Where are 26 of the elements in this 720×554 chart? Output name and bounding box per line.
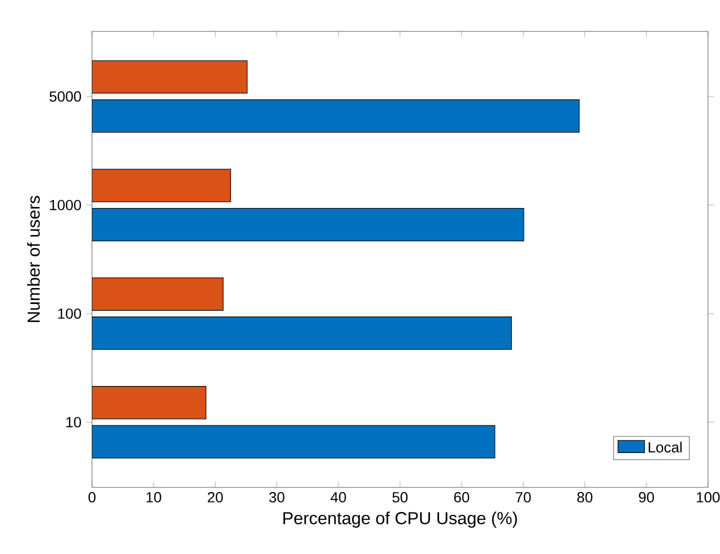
- x-tick-label: 50: [392, 492, 408, 502]
- bar: [92, 386, 206, 420]
- x-tick-label: 80: [577, 492, 592, 502]
- x-tick-label: 70: [516, 492, 531, 502]
- x-tick-label: 60: [454, 492, 470, 502]
- legend-label: Local: [648, 442, 682, 453]
- x-tick-label: 10: [146, 492, 162, 502]
- bar: [92, 277, 224, 311]
- x-tick-label: 40: [330, 492, 346, 502]
- bar: [92, 316, 512, 350]
- y-tick-label: 10: [66, 417, 82, 428]
- x-axis-title: Percentage of CPU Usage (%): [283, 512, 517, 528]
- x-tick-label: 90: [638, 492, 654, 502]
- x-tick-label: 100: [696, 492, 720, 502]
- y-axis-title: Number of users: [27, 196, 40, 322]
- bar: [92, 425, 496, 458]
- x-tick-label: 30: [269, 492, 284, 502]
- bar: [92, 168, 231, 202]
- bar: [92, 60, 248, 94]
- y-tick-label: 100: [58, 308, 82, 319]
- y-tick-label: 5000: [50, 91, 82, 102]
- bar: [92, 99, 580, 133]
- y-tick-label: 1000: [50, 200, 82, 210]
- x-tick-label: 20: [208, 492, 223, 502]
- x-tick-label: 0: [88, 492, 96, 502]
- bar: [92, 208, 524, 242]
